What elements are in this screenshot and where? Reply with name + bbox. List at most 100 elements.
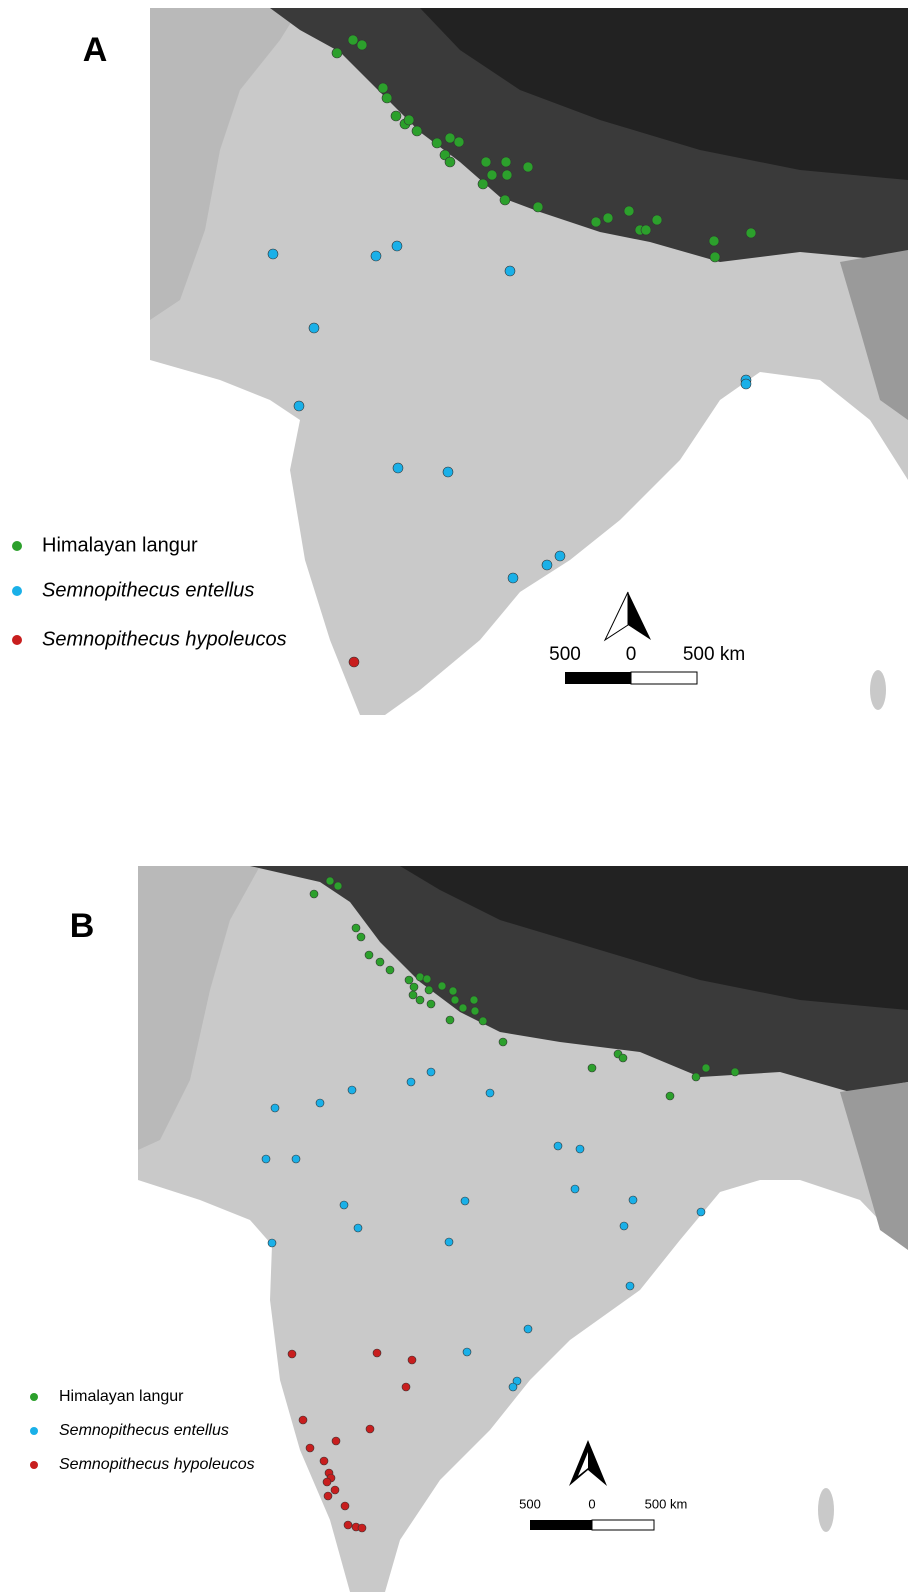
legend-label: Semnopithecus entellus <box>42 579 254 601</box>
locality-point <box>702 1064 710 1072</box>
locality-point <box>505 266 515 276</box>
legend-label: Himalayan langur <box>42 534 198 556</box>
locality-point <box>332 48 342 58</box>
locality-point <box>619 1054 627 1062</box>
locality-point <box>697 1208 705 1216</box>
locality-point <box>731 1068 739 1076</box>
locality-point <box>386 966 394 974</box>
locality-point <box>470 996 478 1004</box>
locality-point <box>454 137 464 147</box>
figure: A B Himalayan langur Semnopithecus entel… <box>0 0 922 1592</box>
locality-point <box>341 1502 349 1510</box>
locality-point <box>373 1349 381 1357</box>
locality-point <box>354 1224 362 1232</box>
locality-point <box>641 225 651 235</box>
scale-bar <box>631 672 697 684</box>
locality-point <box>412 126 422 136</box>
locality-point <box>620 1222 628 1230</box>
locality-point <box>326 877 334 885</box>
locality-point <box>288 1350 296 1358</box>
locality-point <box>746 228 756 238</box>
locality-point <box>382 93 392 103</box>
locality-point <box>332 1437 340 1445</box>
locality-point <box>349 657 359 667</box>
legend-marker <box>30 1393 38 1401</box>
locality-point <box>404 115 414 125</box>
panel-label: A <box>83 31 108 69</box>
locality-point <box>524 1325 532 1333</box>
locality-point <box>445 1238 453 1246</box>
locality-point <box>324 1492 332 1500</box>
locality-point <box>357 933 365 941</box>
locality-point <box>376 958 384 966</box>
scale-bar <box>530 1520 592 1530</box>
locality-point <box>446 1016 454 1024</box>
locality-point <box>410 983 418 991</box>
locality-point <box>423 975 431 983</box>
locality-point <box>334 882 342 890</box>
locality-point <box>271 1104 279 1112</box>
locality-point <box>508 573 518 583</box>
locality-point <box>501 157 511 167</box>
locality-point <box>463 1348 471 1356</box>
locality-point <box>499 1038 507 1046</box>
locality-point <box>407 1078 415 1086</box>
locality-point <box>471 1007 479 1015</box>
locality-point <box>402 1383 410 1391</box>
locality-point <box>309 323 319 333</box>
locality-point <box>478 179 488 189</box>
locality-point <box>481 157 491 167</box>
locality-point <box>427 1000 435 1008</box>
locality-point <box>692 1073 700 1081</box>
locality-point <box>571 1185 579 1193</box>
locality-point <box>666 1092 674 1100</box>
locality-point <box>323 1478 331 1486</box>
locality-point <box>451 996 459 1004</box>
locality-point <box>461 1197 469 1205</box>
locality-point <box>348 1086 356 1094</box>
locality-point <box>365 951 373 959</box>
locality-point <box>340 1201 348 1209</box>
locality-point <box>294 401 304 411</box>
locality-point <box>626 1282 634 1290</box>
locality-point <box>299 1416 307 1424</box>
island <box>818 1488 834 1532</box>
locality-point <box>268 249 278 259</box>
scale-label: 500 <box>549 644 581 665</box>
locality-point <box>316 1099 324 1107</box>
locality-point <box>438 982 446 990</box>
locality-point <box>710 252 720 262</box>
locality-point <box>486 1089 494 1097</box>
locality-point <box>292 1155 300 1163</box>
locality-point <box>459 1004 467 1012</box>
panel-label: B <box>70 907 95 945</box>
locality-point <box>487 170 497 180</box>
scale-label: 0 <box>588 1496 595 1511</box>
locality-point <box>405 976 413 984</box>
legend-marker <box>12 635 22 645</box>
locality-point <box>425 986 433 994</box>
locality-point <box>432 138 442 148</box>
locality-point <box>416 996 424 1004</box>
locality-point <box>542 560 552 570</box>
locality-point <box>262 1155 270 1163</box>
locality-point <box>357 40 367 50</box>
locality-point <box>344 1521 352 1529</box>
locality-point <box>408 1356 416 1364</box>
legend-label: Semnopithecus hypoleucos <box>42 628 287 650</box>
locality-point <box>371 251 381 261</box>
locality-point <box>392 241 402 251</box>
locality-point <box>331 1486 339 1494</box>
locality-point <box>624 206 634 216</box>
island <box>870 670 886 710</box>
locality-point <box>741 379 751 389</box>
scale-label: 0 <box>626 644 637 665</box>
legend-marker <box>12 586 22 596</box>
scale-label: 500 km <box>683 644 745 665</box>
map-a <box>150 8 908 715</box>
locality-point <box>391 111 401 121</box>
legend-marker <box>30 1461 38 1469</box>
locality-point <box>652 215 662 225</box>
locality-point <box>427 1068 435 1076</box>
locality-point <box>348 35 358 45</box>
